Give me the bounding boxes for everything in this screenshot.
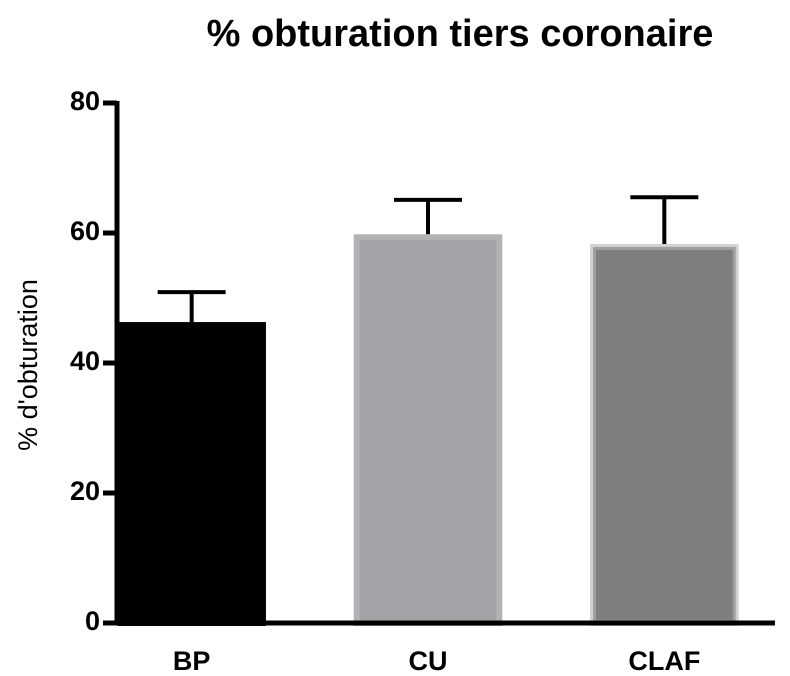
- y-tick-label: 60: [70, 216, 100, 246]
- y-tick-label: 0: [85, 606, 100, 636]
- bar: [590, 244, 739, 627]
- y-tick-label: 80: [70, 86, 100, 116]
- x-tick-label: CU: [409, 646, 448, 676]
- bar: [353, 234, 503, 627]
- x-tick-label: BP: [173, 646, 211, 676]
- y-axis-label: % d'obturation: [13, 279, 43, 451]
- y-tick-label: 40: [70, 346, 100, 376]
- x-tick-label: CLAF: [628, 646, 700, 676]
- chart-title: % obturation tiers coronaire: [207, 13, 714, 55]
- bar: [117, 322, 266, 626]
- y-tick-label: 20: [70, 476, 100, 506]
